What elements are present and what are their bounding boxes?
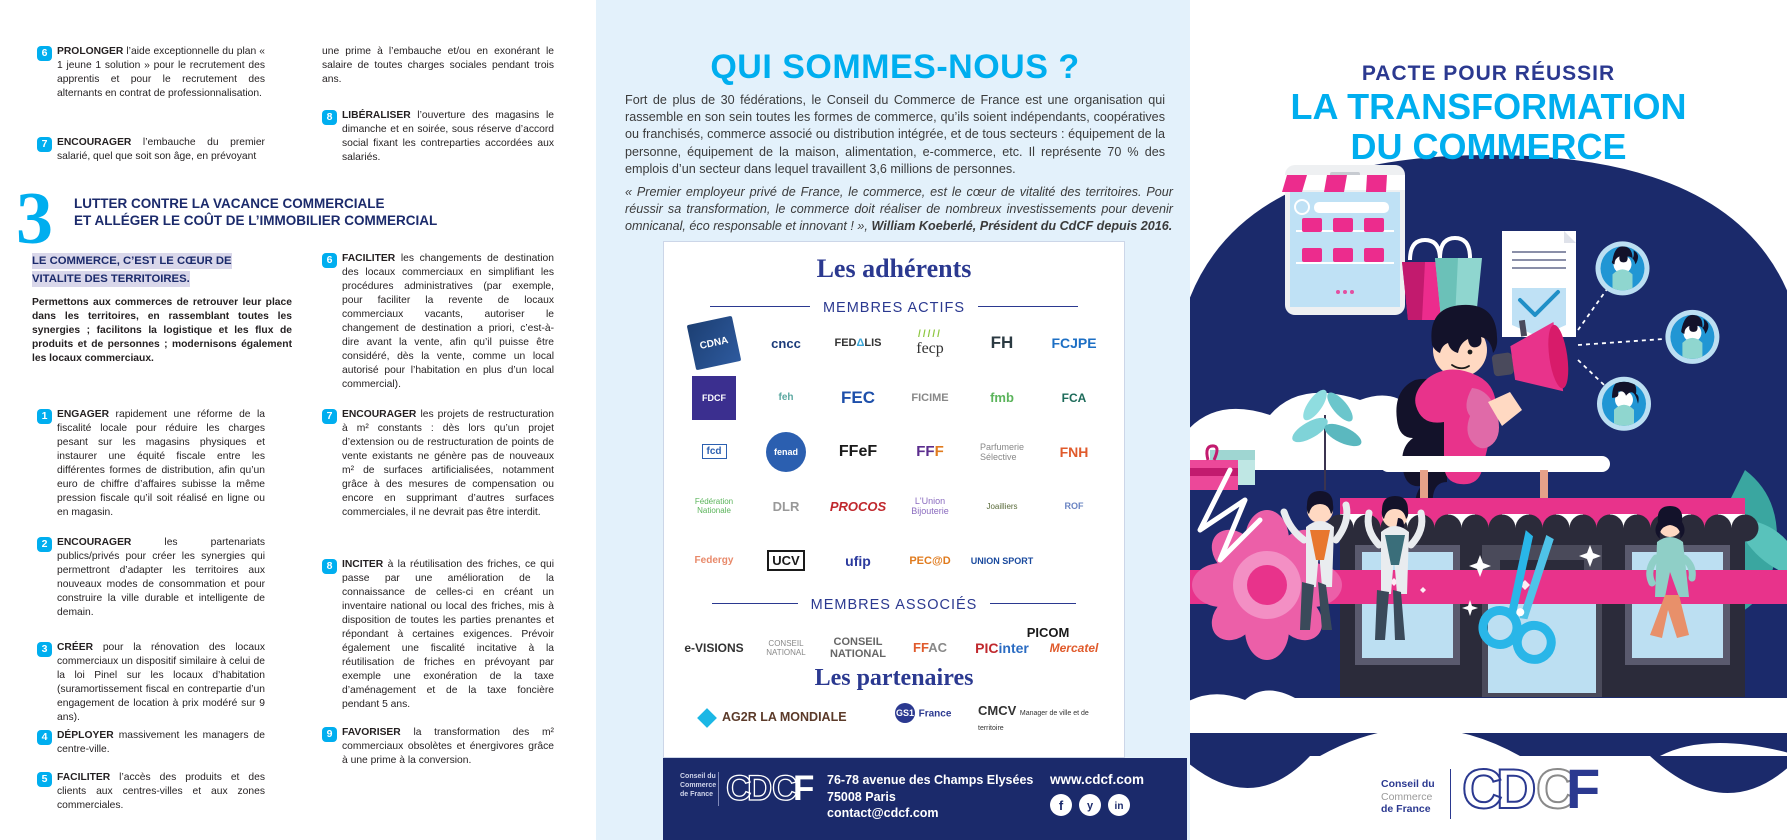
svg-text:F: F — [793, 770, 814, 808]
svg-text:y: y — [1087, 800, 1094, 812]
svg-text:D: D — [747, 770, 772, 808]
svg-text:F: F — [1566, 762, 1600, 820]
svg-text:in: in — [1115, 801, 1124, 812]
svg-text:f: f — [1059, 798, 1064, 813]
svg-text:D: D — [1496, 762, 1536, 820]
